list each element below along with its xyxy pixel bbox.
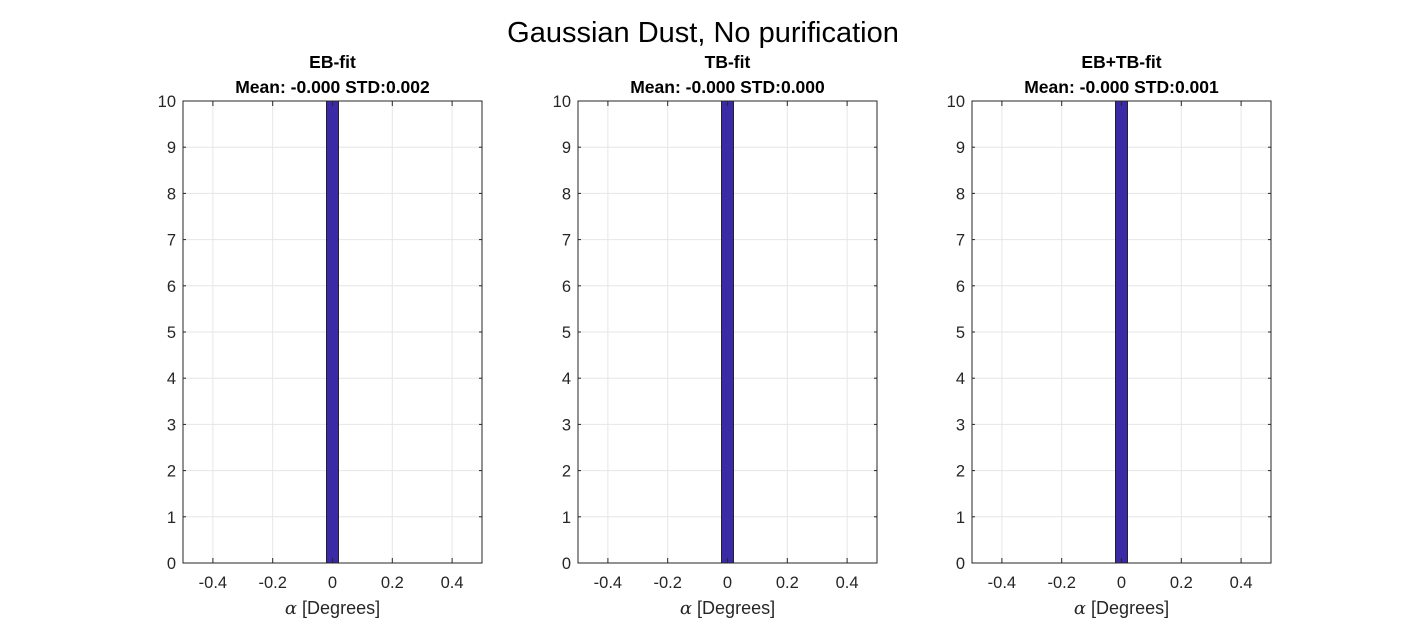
x-tick-label: 0.2 xyxy=(1170,574,1193,592)
y-tick-label: 9 xyxy=(167,139,176,157)
y-tick-label: 4 xyxy=(562,370,571,388)
figure-title: Gaussian Dust, No purification xyxy=(507,17,899,49)
y-tick-label: 1 xyxy=(167,509,176,527)
y-tick-label: 5 xyxy=(167,324,176,342)
x-tick-label: -0.2 xyxy=(258,574,286,592)
x-tick-label: 0.4 xyxy=(836,574,859,592)
x-axis-label-units: [Degrees] xyxy=(1086,598,1169,618)
subplot-stats-title: Mean: -0.000 STD:0.000 xyxy=(630,77,825,97)
y-tick-label: 5 xyxy=(956,324,965,342)
y-tick-label: 0 xyxy=(167,555,176,573)
y-tick-label: 8 xyxy=(562,185,571,203)
y-tick-label: 4 xyxy=(956,370,965,388)
x-tick-label: -0.4 xyxy=(594,574,622,592)
x-axis-label-units: [Degrees] xyxy=(692,598,775,618)
y-tick-label: 4 xyxy=(167,370,176,388)
x-axis-label-symbol: α xyxy=(680,598,692,619)
y-tick-label: 0 xyxy=(562,555,571,573)
y-tick-label: 3 xyxy=(956,416,965,434)
x-tick-label: 0 xyxy=(723,574,732,592)
x-tick-label: 0.2 xyxy=(381,574,404,592)
y-tick-label: 8 xyxy=(956,185,965,203)
y-tick-label: 6 xyxy=(562,278,571,296)
x-axis-label: α [Degrees] xyxy=(680,598,775,619)
x-tick-label: 0.2 xyxy=(776,574,799,592)
y-tick-label: 10 xyxy=(553,93,571,111)
y-tick-label: 8 xyxy=(167,185,176,203)
subplot-3: -0.4 -0.2 0 0.2 0.4 0 1 2 3 4 5 6 7 8 9 10 EB+TB-fit Mean… xyxy=(947,52,1272,619)
x-tick-label: -0.2 xyxy=(1047,574,1075,592)
y-tick-label: 10 xyxy=(947,93,965,111)
x-axis-label-units: [Degrees] xyxy=(297,598,380,618)
histogram-bar xyxy=(326,100,339,564)
y-tick-label: 9 xyxy=(956,139,965,157)
subplot-title: EB+TB-fit xyxy=(1081,52,1161,72)
y-tick-label: 0 xyxy=(956,555,965,573)
subplot-1: -0.4 -0.2 0 0.2 0.4 0 1 2 3 4 5 6 7 8 9 10 EB-fit Mean: -… xyxy=(158,52,483,619)
y-tick-label: 1 xyxy=(562,509,571,527)
x-tick-label: -0.2 xyxy=(653,574,681,592)
x-tick-label: -0.4 xyxy=(988,574,1016,592)
y-tick-label: 7 xyxy=(562,232,571,250)
x-tick-label: 0 xyxy=(1117,574,1126,592)
subplot-2: -0.4 -0.2 0 0.2 0.4 0 1 2 3 4 5 6 7 8 9 10 TB-fit Mean: -… xyxy=(553,52,878,619)
y-tick-label: 2 xyxy=(562,463,571,481)
subplot-title: EB-fit xyxy=(309,52,356,72)
y-tick-label: 1 xyxy=(956,509,965,527)
x-tick-label: 0.4 xyxy=(441,574,464,592)
x-tick-label: -0.4 xyxy=(199,574,227,592)
y-tick-label: 5 xyxy=(562,324,571,342)
x-tick-label: 0 xyxy=(328,574,337,592)
y-tick-label: 9 xyxy=(562,139,571,157)
x-tick-label: 0.4 xyxy=(1230,574,1253,592)
y-tick-label: 7 xyxy=(956,232,965,250)
y-tick-label: 7 xyxy=(167,232,176,250)
subplot-title: TB-fit xyxy=(705,52,751,72)
subplot-stats-title: Mean: -0.000 STD:0.002 xyxy=(235,77,430,97)
histogram-bar xyxy=(1115,100,1128,564)
subplot-stats-title: Mean: -0.000 STD:0.001 xyxy=(1024,77,1219,97)
x-axis-label-symbol: α xyxy=(285,598,297,619)
y-tick-label: 6 xyxy=(167,278,176,296)
y-tick-label: 10 xyxy=(158,93,176,111)
y-tick-label: 3 xyxy=(562,416,571,434)
x-axis-label: α [Degrees] xyxy=(1074,598,1169,619)
y-tick-label: 2 xyxy=(167,463,176,481)
x-axis-label-symbol: α xyxy=(1074,598,1086,619)
y-tick-label: 6 xyxy=(956,278,965,296)
y-tick-label: 3 xyxy=(167,416,176,434)
histogram-bar xyxy=(721,100,734,564)
x-axis-label: α [Degrees] xyxy=(285,598,380,619)
y-tick-label: 2 xyxy=(956,463,965,481)
